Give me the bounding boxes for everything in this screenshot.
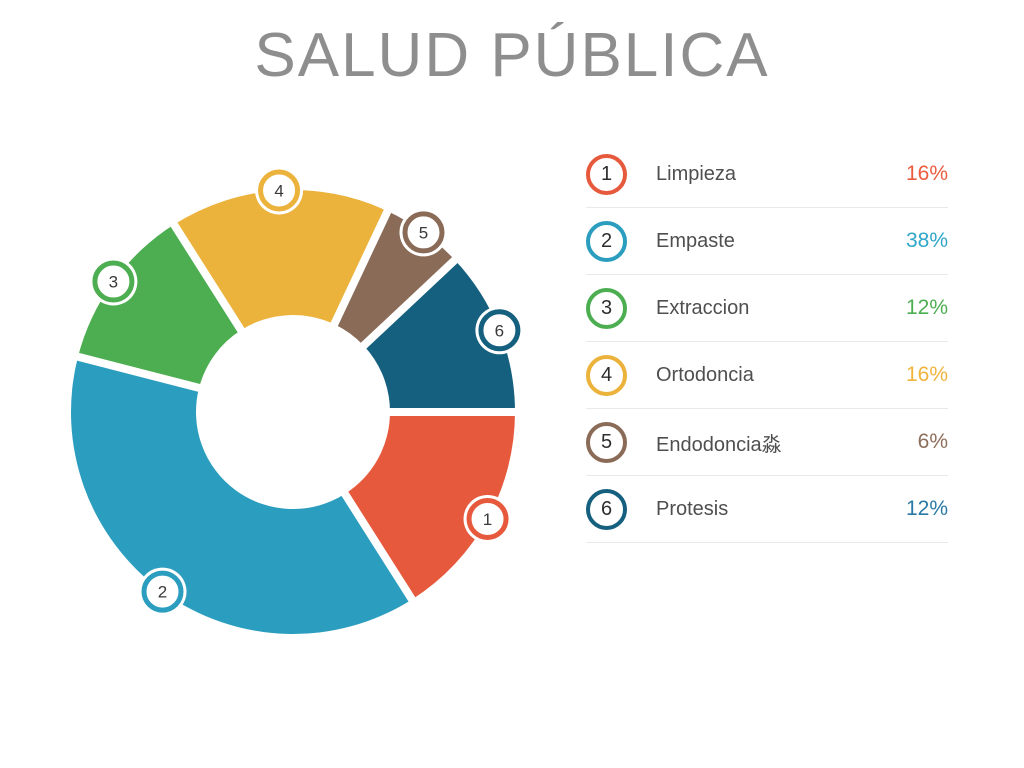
badge-ring	[258, 169, 301, 212]
legend-value: 38%	[905, 229, 948, 252]
segment-badge-2: 2	[138, 567, 187, 616]
legend-row-1: 1 Limpieza 16%	[586, 141, 948, 208]
legend-badge-5: 5	[586, 421, 627, 463]
badge-ring	[92, 260, 135, 303]
badge-number: 2	[158, 583, 167, 602]
segment-badge-3: 3	[89, 257, 138, 306]
badge-number: 6	[495, 321, 504, 340]
segment-badge-6: 6	[475, 306, 524, 355]
segment-gap	[352, 254, 461, 357]
chart-legend: 1 Limpieza 16% 2 Empaste 38% 3 Extraccion 12% 4 Or…	[586, 141, 948, 543]
segment-gap	[325, 205, 393, 337]
badge-ring	[478, 309, 521, 352]
legend-label: Endodoncia淼	[656, 433, 782, 456]
badge-number: 5	[419, 223, 428, 242]
segment-gap	[73, 351, 212, 395]
badge-ring	[466, 497, 509, 540]
badge-ring	[141, 570, 184, 613]
badge-number: 1	[483, 510, 492, 529]
legend-label: Protesis	[656, 497, 729, 520]
donut-segment-4	[174, 190, 388, 331]
segment-gap	[335, 481, 418, 605]
segment-badge-1: 1	[463, 494, 512, 543]
legend-row-3: 3 Extraccion 12%	[586, 275, 948, 342]
legend-badge-3: 3	[586, 287, 627, 329]
legend-label: Extraccion	[656, 296, 750, 319]
badge-ring	[402, 211, 445, 254]
legend-label: Empaste	[656, 229, 735, 252]
legend-label: Limpieza	[656, 162, 737, 185]
legend-badge-4: 4	[586, 354, 627, 396]
legend-row-6: 6 Protesis 12%	[586, 476, 948, 543]
legend-value: 6%	[917, 430, 948, 453]
badge-number: 3	[109, 273, 118, 292]
donut-segment-3	[77, 224, 242, 388]
legend-badge-6: 6	[586, 488, 627, 530]
legend-value: 16%	[905, 162, 948, 185]
badge-number: 4	[274, 181, 283, 200]
segment-badge-4: 4	[255, 166, 304, 215]
legend-row-2: 2 Empaste 38%	[586, 208, 948, 275]
legend-value: 16%	[905, 363, 948, 386]
legend-row-5: 5 Endodoncia淼 6%	[586, 409, 948, 476]
legend-badge-1: 1	[586, 153, 627, 195]
legend-badge-2: 2	[586, 220, 627, 262]
legend-value: 12%	[905, 296, 948, 319]
page-title: SALUD PÚBLICA	[254, 21, 770, 90]
segment-badge-5: 5	[399, 208, 448, 257]
donut-segment-1	[344, 412, 515, 600]
legend-label: Ortodoncia	[656, 363, 754, 386]
legend-value: 12%	[905, 497, 948, 520]
donut-segment-6	[363, 260, 515, 412]
segment-gap	[168, 219, 251, 343]
legend-row-4: 4 Ortodoncia 16%	[586, 342, 948, 409]
donut-segment-2	[70, 356, 412, 634]
